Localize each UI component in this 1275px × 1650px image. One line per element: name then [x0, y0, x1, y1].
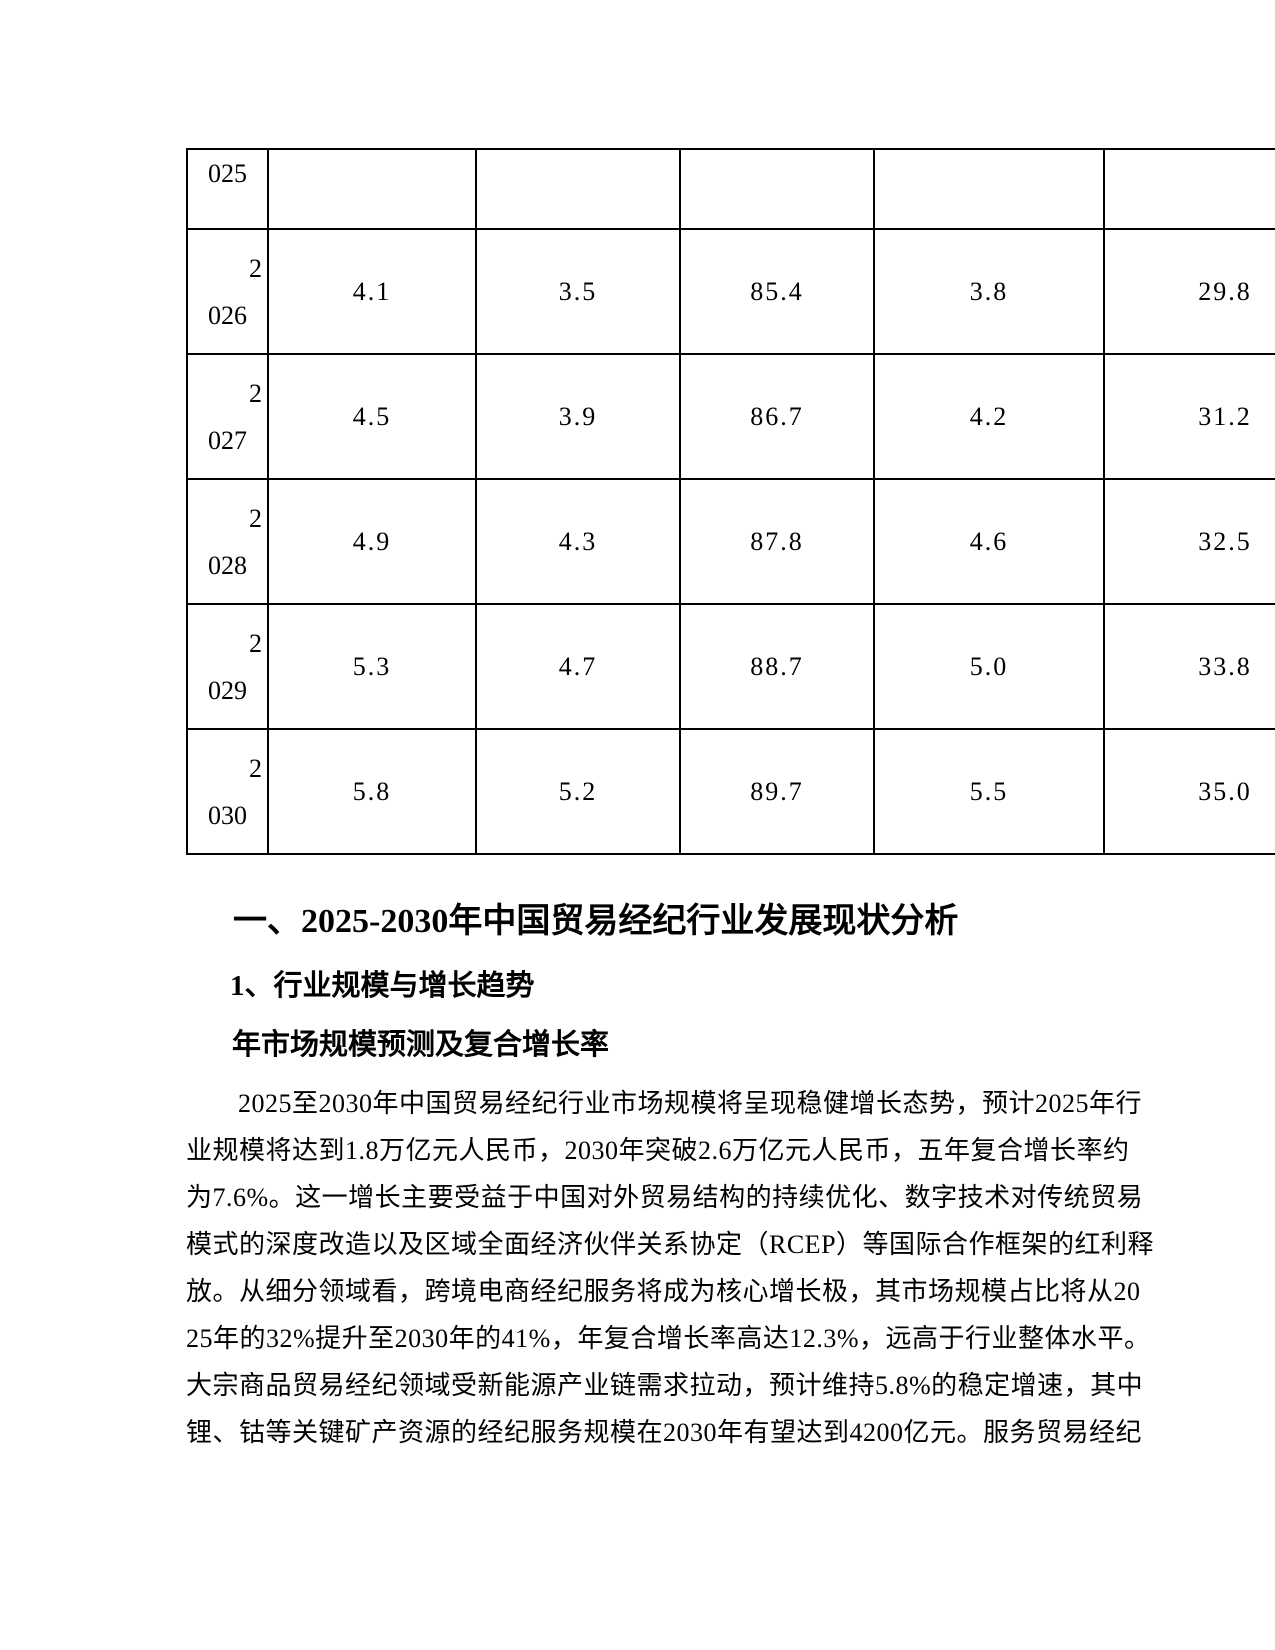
table-cell: 5.0 [873, 603, 1105, 730]
table-cell: 88.7 [679, 603, 875, 730]
paragraph-line: 业规模将达到1.8万亿元人民币，2030年突破2.6万亿元人民币，五年复合增长率… [186, 1136, 1130, 1165]
year-cell: 2 027 [186, 353, 269, 480]
year-text-line2: 027 [208, 425, 247, 455]
section-heading: 一、2025-2030年中国贸易经纪行业发展现状分析 [233, 903, 959, 940]
table-row-2028: 2 028 4.9 4.3 87.8 4.6 32.5 [186, 478, 1275, 605]
topic-heading: 年市场规模预测及复合增长率 [232, 1029, 610, 1061]
table-cell: 5.8 [267, 728, 477, 855]
year-text-line2: 028 [208, 550, 247, 580]
paragraph-line: 为7.6%。这一增长主要受益于中国对外贸易结构的持续优化、数字技术对传统贸易 [186, 1183, 1144, 1212]
table-cell: 89.7 [679, 728, 875, 855]
table-cell: 4.5 [267, 353, 477, 480]
table-cell [679, 148, 875, 230]
table-cell: 4.9 [267, 478, 477, 605]
table-cell: 3.8 [873, 228, 1105, 355]
year-text-line1: 2 [249, 253, 262, 283]
table-cell: 4.7 [475, 603, 681, 730]
table-cell: 5.3 [267, 603, 477, 730]
table-cell: 33.8 [1103, 603, 1275, 730]
subsection-heading: 1、行业规模与增长趋势 [230, 970, 535, 1002]
year-text-line2: 026 [208, 300, 247, 330]
table-cell: 85.4 [679, 228, 875, 355]
year-cell: 025 [186, 148, 269, 230]
body-paragraph: 2025至2030年中国贸易经纪行业市场规模将呈现稳健增长态势，预计2025年行… [186, 1080, 1155, 1456]
table-cell: 4.6 [873, 478, 1105, 605]
paragraph-line: 25年的32%提升至2030年的41%，年复合增长率高达12.3%，远高于行业整… [186, 1324, 1151, 1353]
paragraph-line: 放。从细分领域看，跨境电商经纪服务将成为核心增长极，其市场规模占比将从20 [186, 1277, 1141, 1306]
forecast-table: 025 2 026 4.1 3.5 85.4 3.8 29.8 [186, 148, 1275, 855]
table-cell: 3.5 [475, 228, 681, 355]
table-cell: 35.0 [1103, 728, 1275, 855]
year-text-line1: 2 [249, 753, 262, 783]
table-cell: 3.9 [475, 353, 681, 480]
table-cell [267, 148, 477, 230]
year-cell: 2 028 [186, 478, 269, 605]
table-cell: 4.1 [267, 228, 477, 355]
table-cell: 4.2 [873, 353, 1105, 480]
table-cell: 29.8 [1103, 228, 1275, 355]
year-text-line2: 029 [208, 675, 247, 705]
table-cell: 32.5 [1103, 478, 1275, 605]
table-cell: 87.8 [679, 478, 875, 605]
table-cell: 5.5 [873, 728, 1105, 855]
paragraph-line: 模式的深度改造以及区域全面经济伙伴关系协定（RCEP）等国际合作框架的红利释 [186, 1230, 1155, 1259]
table-row-2027: 2 027 4.5 3.9 86.7 4.2 31.2 [186, 353, 1275, 480]
year-cell: 2 030 [186, 728, 269, 855]
table-cell [873, 148, 1105, 230]
year-text-line1: 2 [249, 378, 262, 408]
year-text-line1: 2 [249, 628, 262, 658]
paragraph-line: 锂、钴等关键矿产资源的经纪服务规模在2030年有望达到4200亿元。服务贸易经纪 [186, 1418, 1143, 1447]
table-cell [475, 148, 681, 230]
table-cell: 31.2 [1103, 353, 1275, 480]
table-row-2030: 2 030 5.8 5.2 89.7 5.5 35.0 [186, 728, 1275, 855]
table-cell: 4.3 [475, 478, 681, 605]
table-row-2026: 2 026 4.1 3.5 85.4 3.8 29.8 [186, 228, 1275, 355]
year-cell: 2 026 [186, 228, 269, 355]
table-cell: 5.2 [475, 728, 681, 855]
table-cell: 86.7 [679, 353, 875, 480]
year-cell: 2 029 [186, 603, 269, 730]
table-cell [1103, 148, 1275, 230]
year-text-line1: 2 [249, 503, 262, 533]
paragraph-line: 大宗商品贸易经纪领域受新能源产业链需求拉动，预计维持5.8%的稳定增速，其中 [186, 1371, 1144, 1400]
table-row-2029: 2 029 5.3 4.7 88.7 5.0 33.8 [186, 603, 1275, 730]
year-text: 025 [208, 159, 247, 188]
table-row-2025-partial: 025 [186, 148, 1275, 230]
paragraph-line: 2025至2030年中国贸易经纪行业市场规模将呈现稳健增长态势，预计2025年行 [238, 1089, 1143, 1118]
year-text-line2: 030 [208, 800, 247, 830]
